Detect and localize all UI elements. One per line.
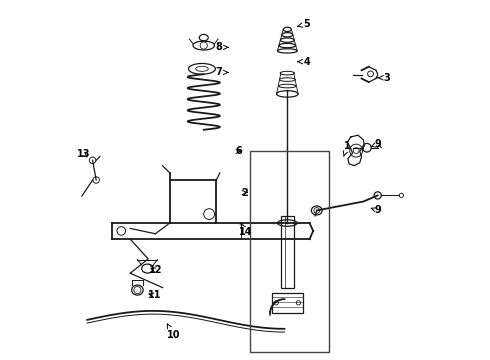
Text: 8: 8 — [216, 42, 228, 52]
Text: 6: 6 — [235, 146, 242, 156]
Text: 13: 13 — [77, 149, 90, 159]
Text: 10: 10 — [167, 324, 180, 340]
Text: 9: 9 — [371, 139, 381, 149]
Text: 14: 14 — [239, 224, 252, 237]
Text: 9: 9 — [371, 206, 381, 216]
Text: 12: 12 — [149, 265, 163, 275]
Text: 7: 7 — [216, 67, 228, 77]
Polygon shape — [239, 223, 244, 224]
Bar — [272, 293, 303, 313]
Text: 11: 11 — [148, 291, 161, 301]
Text: 5: 5 — [297, 19, 310, 29]
Bar — [250, 151, 329, 352]
Text: 1: 1 — [343, 141, 350, 156]
Text: 2: 2 — [241, 188, 247, 198]
Bar — [281, 216, 294, 288]
Text: 3: 3 — [378, 73, 390, 83]
Text: 4: 4 — [297, 57, 310, 67]
